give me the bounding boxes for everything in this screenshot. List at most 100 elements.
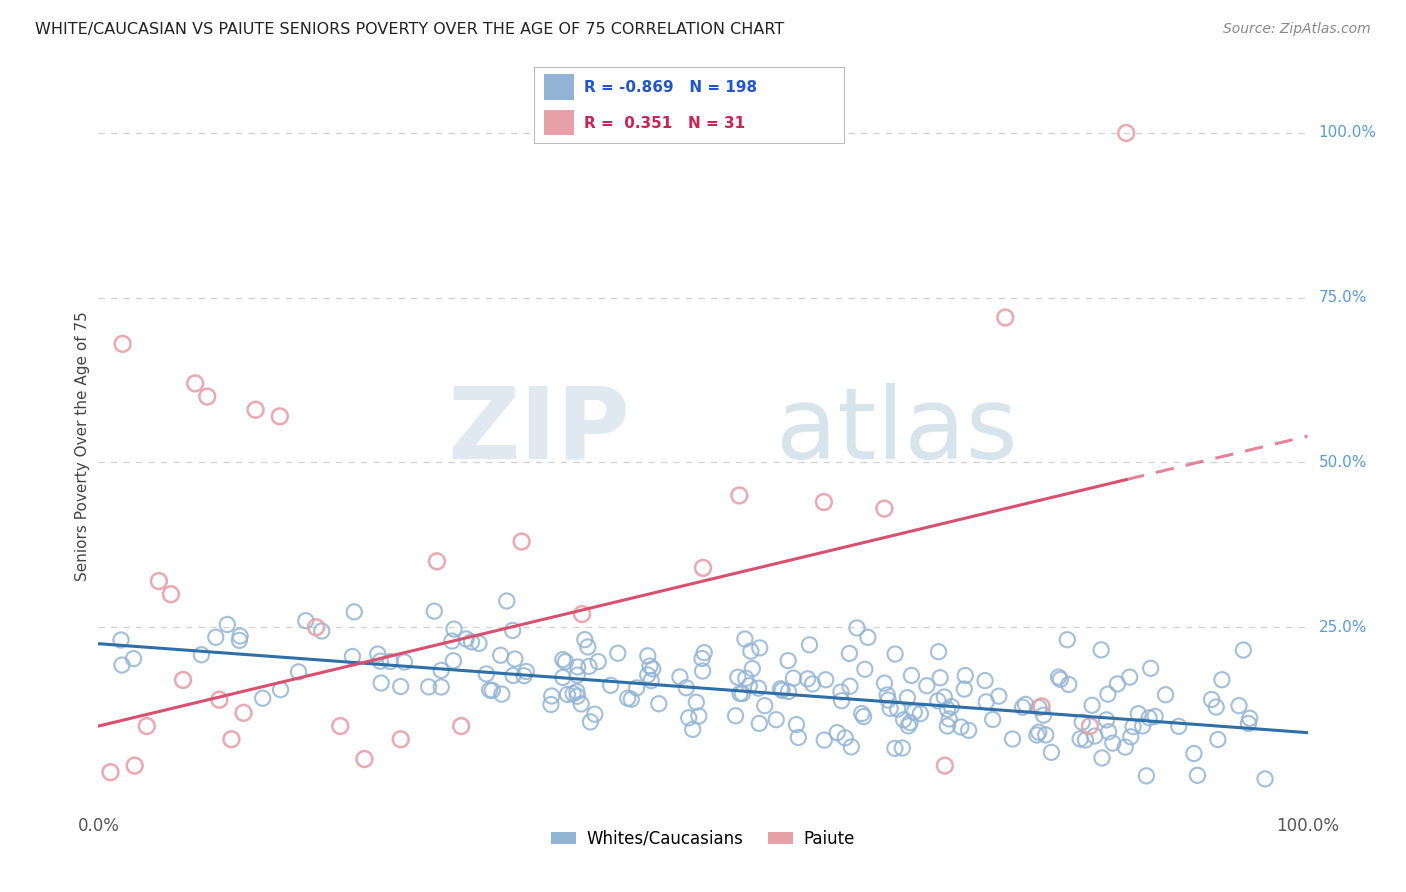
Point bbox=[481, 683, 503, 698]
Point bbox=[513, 669, 536, 683]
Point bbox=[898, 715, 921, 730]
Point bbox=[491, 687, 513, 701]
Point bbox=[1091, 751, 1114, 765]
Point bbox=[616, 691, 638, 706]
Y-axis label: Seniors Poverty Over the Age of 75: Seniors Poverty Over the Age of 75 bbox=[75, 311, 90, 581]
Point bbox=[801, 677, 824, 691]
Point bbox=[1154, 688, 1177, 702]
Point bbox=[1078, 719, 1101, 733]
Point bbox=[1139, 661, 1161, 675]
Point bbox=[981, 713, 1004, 727]
Point bbox=[734, 632, 756, 646]
Point bbox=[567, 690, 589, 704]
Point bbox=[551, 670, 574, 684]
Point bbox=[578, 659, 600, 673]
Point bbox=[489, 648, 512, 663]
Point bbox=[1167, 719, 1189, 733]
Point bbox=[1028, 725, 1050, 739]
Point bbox=[423, 604, 446, 618]
Point bbox=[974, 673, 997, 688]
Point bbox=[540, 698, 562, 712]
Bar bbox=[544, 75, 575, 100]
Point bbox=[217, 617, 239, 632]
Point bbox=[343, 605, 366, 619]
Point bbox=[927, 694, 949, 708]
Point bbox=[228, 633, 250, 648]
Point bbox=[1119, 730, 1142, 744]
Point bbox=[957, 723, 980, 738]
Point bbox=[1069, 731, 1091, 746]
Point bbox=[554, 655, 576, 669]
Point bbox=[1237, 716, 1260, 731]
Point bbox=[1014, 698, 1036, 712]
Point bbox=[1090, 643, 1112, 657]
Point bbox=[896, 690, 918, 705]
Point bbox=[839, 679, 862, 693]
Point bbox=[551, 653, 574, 667]
Point bbox=[111, 658, 134, 673]
Point bbox=[329, 719, 352, 733]
Point bbox=[565, 684, 588, 698]
Point bbox=[305, 620, 328, 634]
Point bbox=[748, 640, 770, 655]
Point bbox=[838, 647, 860, 661]
Point bbox=[468, 636, 491, 650]
Point bbox=[1032, 708, 1054, 723]
Text: R =  0.351   N = 31: R = 0.351 N = 31 bbox=[583, 115, 745, 130]
Point bbox=[380, 655, 402, 669]
Point bbox=[813, 733, 835, 747]
Point bbox=[638, 659, 661, 673]
Point bbox=[831, 693, 853, 707]
Point bbox=[245, 402, 267, 417]
Point bbox=[675, 681, 697, 695]
Point bbox=[1074, 733, 1097, 747]
Text: atlas: atlas bbox=[776, 383, 1017, 480]
Point bbox=[100, 765, 122, 780]
Point bbox=[1144, 709, 1167, 723]
Point bbox=[1132, 719, 1154, 733]
Point bbox=[599, 678, 621, 692]
Point bbox=[626, 681, 648, 695]
Point bbox=[148, 574, 170, 588]
Point bbox=[785, 717, 807, 731]
Point bbox=[574, 632, 596, 647]
Point bbox=[903, 705, 925, 719]
Point bbox=[1097, 687, 1119, 701]
Point bbox=[974, 695, 997, 709]
Point bbox=[682, 723, 704, 737]
Point bbox=[269, 409, 291, 424]
Point bbox=[287, 665, 309, 679]
Point bbox=[190, 648, 212, 662]
Point bbox=[728, 488, 751, 502]
Point bbox=[1028, 700, 1050, 714]
Point bbox=[441, 654, 464, 668]
Point bbox=[1122, 720, 1144, 734]
Point bbox=[688, 709, 710, 723]
Text: 25.0%: 25.0% bbox=[1319, 620, 1367, 635]
Point bbox=[430, 680, 453, 694]
Point bbox=[728, 686, 751, 700]
Point bbox=[195, 390, 218, 404]
Point bbox=[1031, 699, 1053, 714]
Point bbox=[873, 501, 896, 516]
Text: R = -0.869   N = 198: R = -0.869 N = 198 bbox=[583, 80, 756, 95]
Point bbox=[515, 665, 537, 679]
Point bbox=[876, 688, 898, 702]
Point bbox=[929, 671, 952, 685]
Point bbox=[915, 679, 938, 693]
Point bbox=[1137, 711, 1160, 725]
Point bbox=[778, 654, 800, 668]
Point bbox=[571, 607, 593, 621]
Point bbox=[502, 624, 524, 638]
Point bbox=[1182, 747, 1205, 761]
Point bbox=[475, 667, 498, 681]
Point bbox=[502, 668, 524, 682]
Bar bbox=[544, 110, 575, 136]
Point bbox=[450, 719, 472, 733]
Point bbox=[1206, 732, 1229, 747]
Point bbox=[110, 632, 132, 647]
Point bbox=[692, 561, 714, 575]
Point bbox=[232, 706, 254, 720]
Point bbox=[394, 655, 416, 669]
Point bbox=[727, 670, 749, 684]
